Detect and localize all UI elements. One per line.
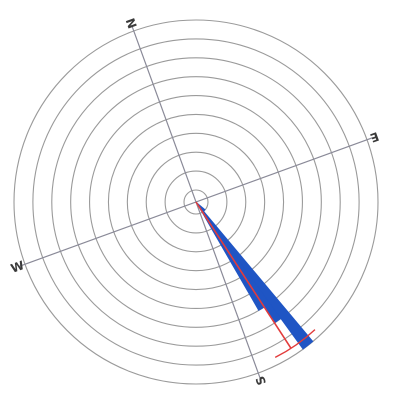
grid-ring <box>13 19 379 385</box>
rose-sector <box>195 201 314 350</box>
grid-ring <box>32 38 360 366</box>
grid-ring <box>145 151 247 253</box>
grid-ring <box>70 76 322 328</box>
grid-ring <box>126 132 266 272</box>
direction-label-n: N <box>123 16 140 30</box>
grid-ring <box>107 113 285 291</box>
grid-ring <box>164 170 228 234</box>
direction-label-s: S <box>253 374 269 387</box>
grid-ring <box>89 95 303 309</box>
direction-label-w: W <box>9 258 26 276</box>
mean-vector <box>195 201 292 349</box>
grid-ring <box>183 189 209 215</box>
mean-confidence-arc <box>274 329 316 359</box>
direction-label-e: E <box>368 129 380 145</box>
grid-ring <box>51 57 341 347</box>
